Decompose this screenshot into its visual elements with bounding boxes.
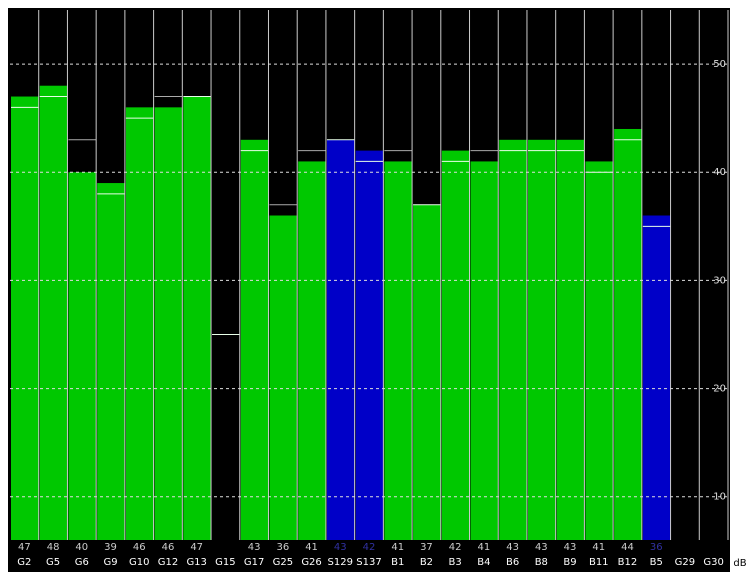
value-label: 36 bbox=[276, 542, 289, 553]
bar bbox=[614, 128, 642, 540]
value-label: 39 bbox=[104, 542, 117, 553]
bar bbox=[326, 139, 355, 541]
category-label: G25 bbox=[273, 557, 293, 568]
value-label: 47 bbox=[18, 542, 31, 553]
category-label: B4 bbox=[477, 557, 490, 568]
value-label: 41 bbox=[478, 542, 491, 553]
value-label: 36 bbox=[650, 542, 663, 553]
bar bbox=[355, 150, 384, 540]
value-label: 43 bbox=[248, 542, 261, 553]
value-label: 37 bbox=[420, 542, 433, 553]
bar bbox=[642, 215, 671, 541]
category-label: B12 bbox=[618, 557, 638, 568]
category-label: G9 bbox=[103, 557, 117, 568]
category-label: G30 bbox=[703, 557, 723, 568]
bar bbox=[183, 96, 212, 540]
bar bbox=[413, 204, 441, 540]
bar bbox=[269, 215, 298, 541]
y-tick-label: 10 bbox=[713, 492, 726, 503]
category-label: B8 bbox=[535, 557, 548, 568]
bar bbox=[298, 161, 326, 540]
category-label: G5 bbox=[46, 557, 60, 568]
value-label: 41 bbox=[592, 542, 605, 553]
category-label: G10 bbox=[129, 557, 149, 568]
bar bbox=[499, 139, 527, 541]
category-label: S137 bbox=[356, 557, 381, 568]
bar bbox=[441, 150, 470, 540]
bar bbox=[470, 161, 499, 540]
category-label: B11 bbox=[589, 557, 609, 568]
category-label: B1 bbox=[391, 557, 404, 568]
value-label: 43 bbox=[535, 542, 548, 553]
y-tick-label: 30 bbox=[713, 275, 726, 286]
value-label: 46 bbox=[162, 542, 175, 553]
category-label: S129 bbox=[328, 557, 353, 568]
category-label: G2 bbox=[17, 557, 31, 568]
y-tick-label: 40 bbox=[713, 167, 726, 178]
category-label: B9 bbox=[563, 557, 576, 568]
bar bbox=[125, 107, 154, 541]
value-label: 47 bbox=[190, 542, 203, 553]
value-label: 43 bbox=[506, 542, 519, 553]
y-tick-label: 20 bbox=[713, 384, 726, 395]
value-label: 43 bbox=[564, 542, 577, 553]
category-label: G17 bbox=[244, 557, 264, 568]
bar bbox=[556, 139, 585, 541]
category-label: G12 bbox=[158, 557, 178, 568]
value-label: 43 bbox=[334, 542, 347, 553]
bar bbox=[240, 139, 269, 541]
bar bbox=[11, 96, 39, 540]
value-label: 41 bbox=[305, 542, 318, 553]
category-label: B2 bbox=[420, 557, 433, 568]
bar bbox=[154, 107, 183, 541]
value-label: 44 bbox=[621, 542, 634, 553]
value-label: 42 bbox=[363, 542, 376, 553]
category-label: G13 bbox=[186, 557, 206, 568]
category-label: G6 bbox=[75, 557, 89, 568]
category-label: G26 bbox=[301, 557, 321, 568]
bar bbox=[97, 183, 125, 540]
y-unit: dB bbox=[733, 558, 746, 569]
value-label: 41 bbox=[391, 542, 404, 553]
category-label: G29 bbox=[675, 557, 695, 568]
value-label: 48 bbox=[47, 542, 60, 553]
category-label: B5 bbox=[650, 557, 663, 568]
value-label: 40 bbox=[75, 542, 88, 553]
category-label: G15 bbox=[215, 557, 235, 568]
bar bbox=[39, 85, 68, 540]
value-label: 42 bbox=[449, 542, 462, 553]
bar bbox=[384, 161, 413, 540]
category-label: B3 bbox=[449, 557, 462, 568]
bar bbox=[585, 161, 614, 540]
bar bbox=[527, 139, 556, 541]
bar bbox=[68, 172, 97, 540]
y-tick-label: 50 bbox=[713, 59, 726, 70]
value-label: 46 bbox=[133, 542, 146, 553]
category-label: B6 bbox=[506, 557, 519, 568]
